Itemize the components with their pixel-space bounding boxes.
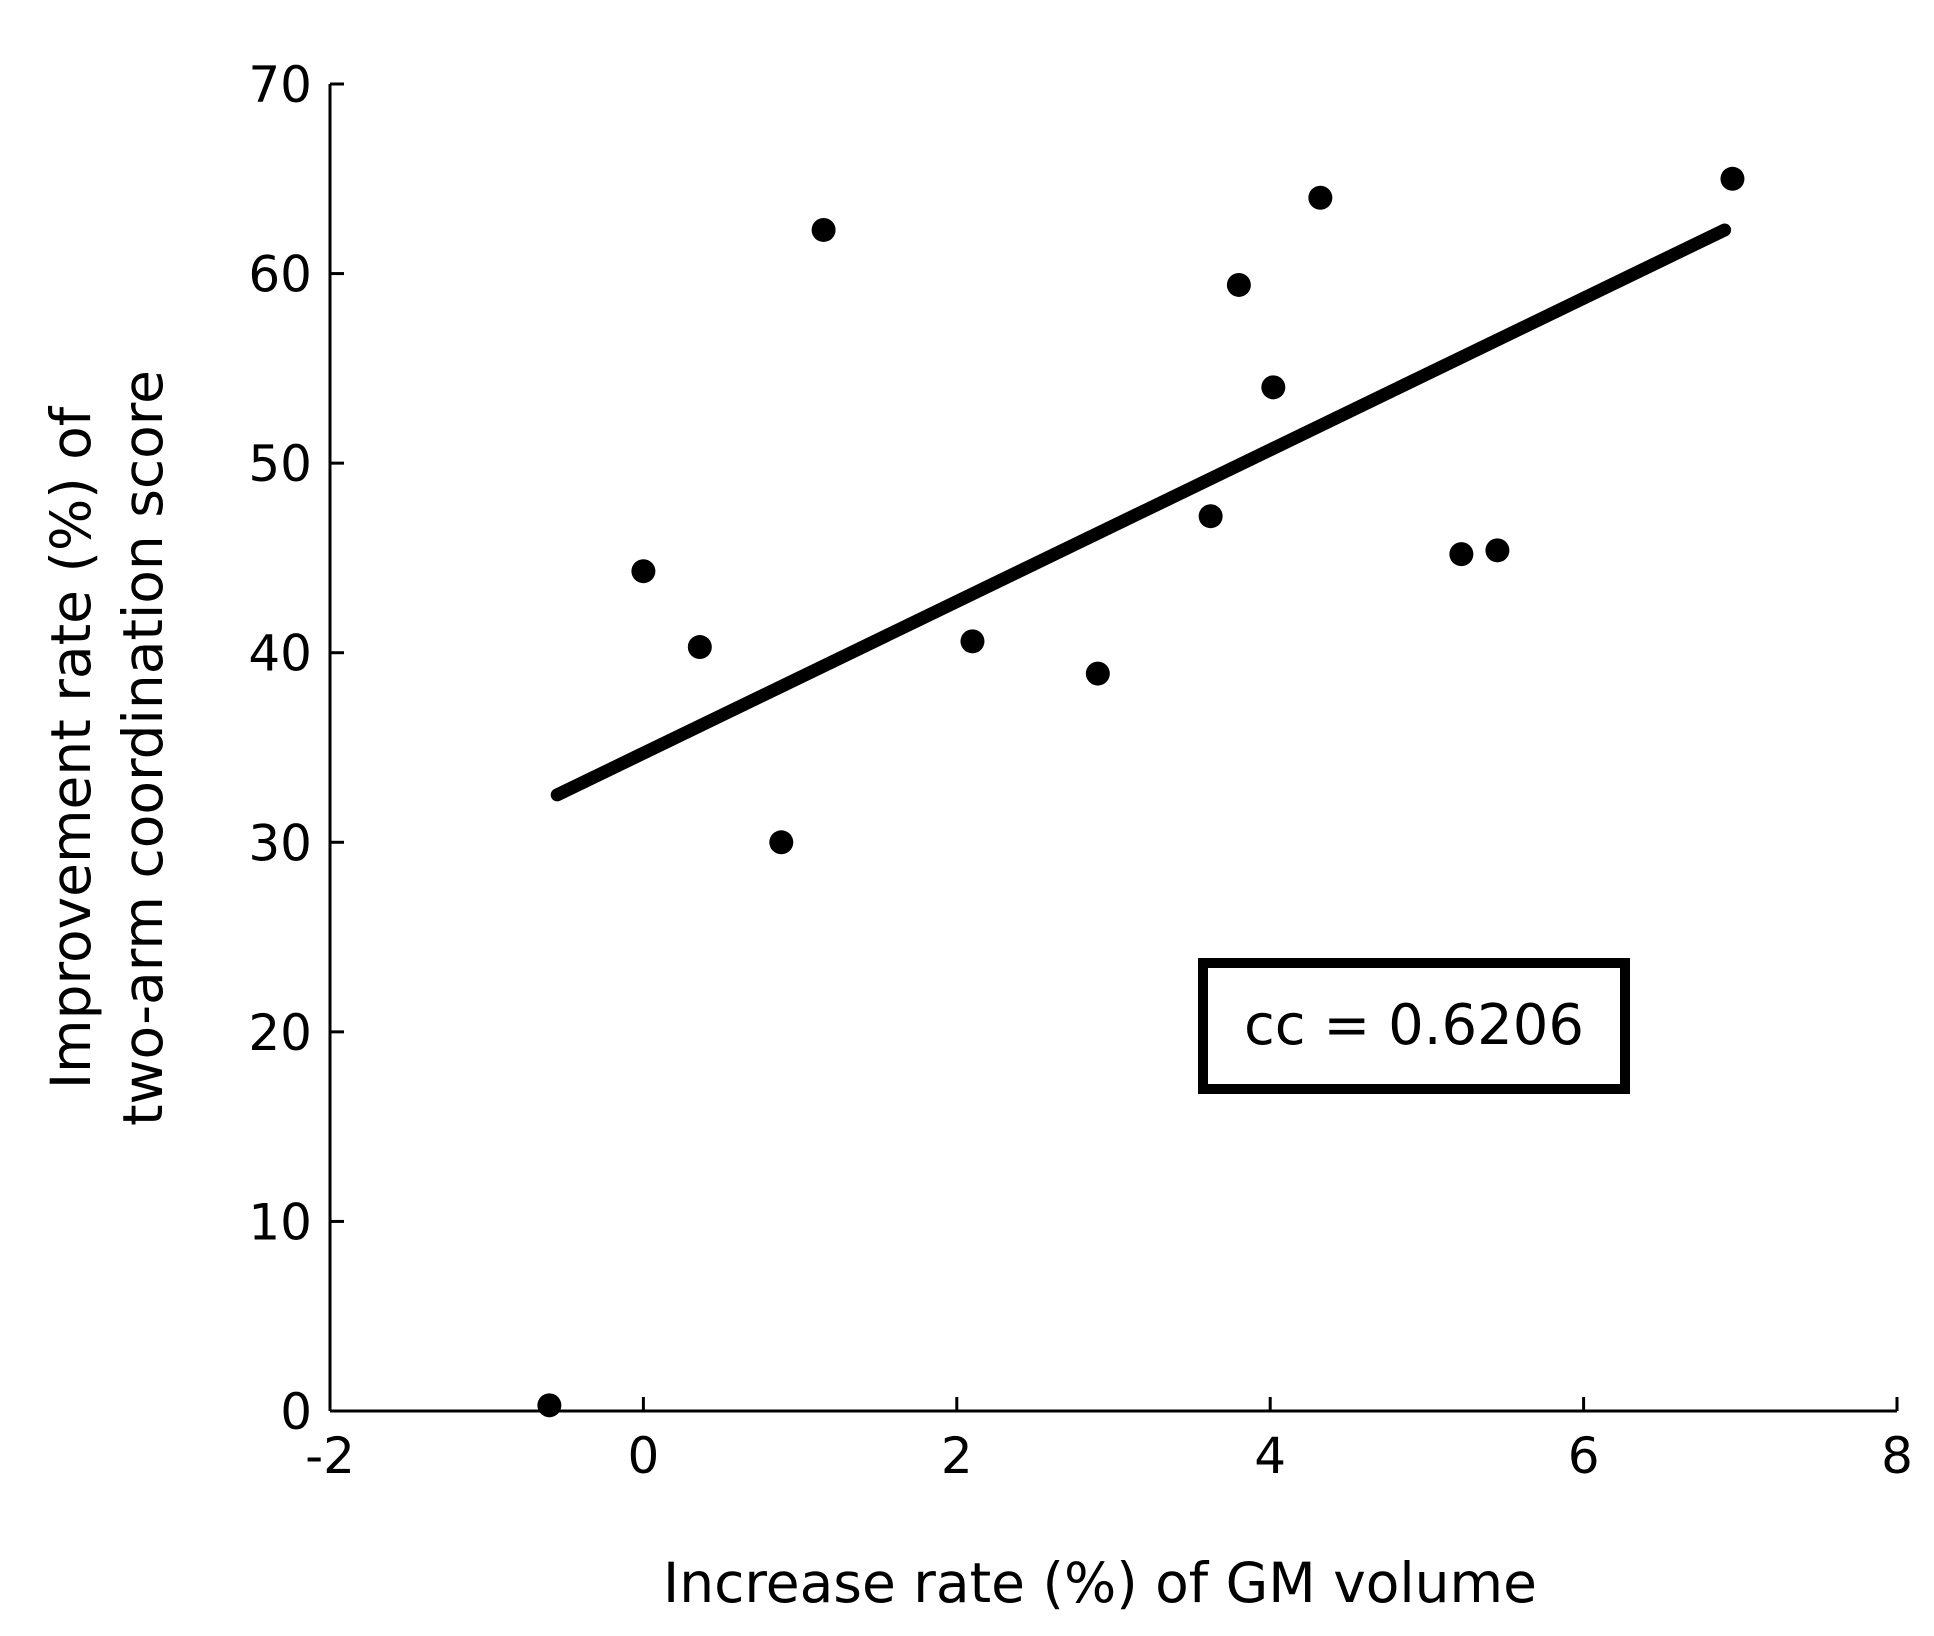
y-tick-label: 20: [248, 1004, 312, 1062]
points-group: [537, 166, 1745, 1418]
y-tick-label: 50: [248, 435, 312, 493]
data-point: [687, 635, 712, 660]
x-tick-label: -2: [305, 1427, 355, 1485]
data-point: [1085, 661, 1110, 686]
data-point: [1485, 538, 1510, 563]
y-tick-label: 60: [248, 246, 312, 304]
y-axis-label: Improvement rate (%) of two-arm coordina…: [39, 370, 175, 1126]
x-tick-label: 0: [627, 1427, 659, 1485]
data-point: [1308, 185, 1333, 210]
x-tick-label: 8: [1881, 1427, 1913, 1485]
data-point: [1198, 504, 1223, 529]
data-point: [1261, 375, 1286, 400]
y-tick-label: 0: [280, 1383, 312, 1441]
data-point: [769, 830, 794, 855]
data-point: [1226, 272, 1251, 297]
y-axis-label-line-2: two-arm coordination score: [111, 370, 175, 1126]
x-tick-label: 2: [941, 1427, 973, 1485]
annotation-text: cc = 0.6206: [1244, 993, 1584, 1058]
x-tick-label: 4: [1254, 1427, 1286, 1485]
x-tick-label: 6: [1568, 1427, 1600, 1485]
annotation-box: [1198, 958, 1630, 1094]
data-point: [631, 559, 656, 584]
data-point: [537, 1393, 562, 1418]
y-tick-label: 30: [248, 814, 312, 872]
data-point: [960, 629, 985, 654]
data-point: [811, 217, 836, 242]
fit-line-group: [550, 223, 1732, 802]
y-axis-label-line-1: Improvement rate (%) of: [39, 405, 103, 1089]
correlation-annotation: cc = 0.6206: [1198, 958, 1630, 1094]
y-tick-label: 10: [248, 1193, 312, 1251]
data-point: [1449, 542, 1474, 567]
y-tick-label: 70: [248, 56, 312, 114]
data-point: [1720, 166, 1745, 191]
fit-line: [550, 223, 1732, 802]
axes: [328, 84, 1897, 1413]
x-axis-label: Increase rate (%) of GM volume: [663, 1551, 1537, 1615]
y-tick-label: 40: [248, 625, 312, 683]
